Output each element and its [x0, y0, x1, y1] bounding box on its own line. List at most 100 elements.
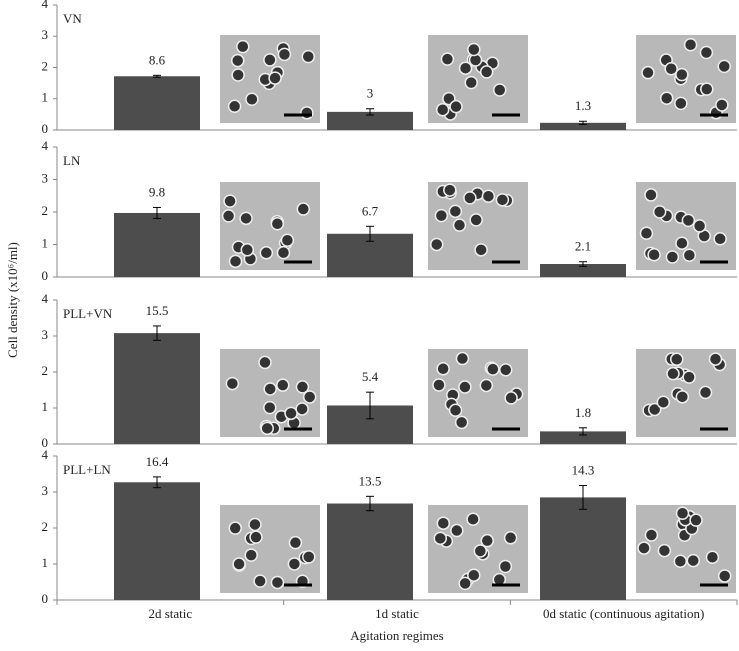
micrograph-cell	[443, 183, 457, 197]
micrograph-cell	[692, 219, 707, 233]
y-tick-label: 1	[42, 235, 49, 250]
micrograph-cell	[239, 211, 253, 226]
micrograph-cell	[458, 380, 472, 394]
micrograph-cell	[435, 102, 450, 117]
micrograph-cell	[270, 217, 285, 231]
y-tick-label: 2	[42, 519, 49, 534]
y-tick-label: 2	[42, 363, 49, 378]
micrograph-cell	[449, 99, 463, 114]
micrograph-cell	[495, 193, 510, 207]
annotation: 9.8	[149, 184, 165, 199]
micrograph-cell	[715, 98, 729, 112]
micrograph-cell	[639, 226, 654, 240]
micrograph-cell	[270, 575, 285, 590]
micrograph-cell	[436, 516, 451, 530]
micrograph-cell	[228, 521, 242, 535]
micrograph-cell	[682, 248, 697, 262]
micrograph-cell	[440, 52, 455, 66]
x-tick-label: 1d static	[375, 606, 419, 621]
panel-title: VN	[63, 11, 82, 26]
annotation: 1.3	[575, 98, 591, 113]
micrograph-cell	[276, 378, 290, 392]
micrograph-cell	[448, 403, 463, 418]
micrograph-cell	[657, 543, 672, 558]
micrograph-cell	[263, 53, 277, 67]
micrograph-cell	[647, 402, 662, 417]
bar	[114, 76, 200, 130]
micrograph-cell	[504, 391, 518, 405]
micrograph-cell	[664, 61, 678, 76]
micrograph-cell	[498, 559, 513, 574]
bar	[114, 212, 200, 277]
micrograph-cell	[647, 247, 661, 262]
micrograph-cell	[436, 361, 450, 376]
micrograph-cell	[228, 254, 243, 269]
micrograph-cell	[302, 390, 317, 404]
micrograph-cell	[448, 204, 463, 219]
bar	[540, 497, 626, 600]
micrograph-cell	[481, 189, 496, 203]
micrograph-cell	[288, 535, 303, 550]
annotation: 13.5	[359, 473, 382, 488]
micrograph-cell	[637, 541, 651, 555]
micrograph-cell	[432, 378, 446, 392]
micrograph-cell	[656, 395, 671, 409]
micrograph-cell	[230, 53, 245, 68]
micrograph-cell	[259, 246, 274, 260]
micrograph-cell	[670, 352, 684, 367]
micrograph-cell	[681, 213, 696, 228]
micrograph-cell	[467, 42, 481, 57]
micrograph-cell	[225, 376, 240, 391]
panel-title: PLL+VN	[63, 306, 113, 321]
micrograph-cell	[641, 65, 655, 80]
micrograph-cell	[486, 362, 500, 376]
micrograph-cell	[245, 92, 259, 107]
y-tick-label: 4	[42, 138, 49, 153]
micrograph-cell	[263, 382, 277, 396]
bar	[540, 264, 626, 277]
micrograph-cell	[300, 106, 314, 120]
micrograph-cell	[296, 202, 311, 216]
y-tick-label: 3	[42, 170, 49, 185]
micrograph-cell	[284, 406, 298, 421]
micrograph-cell	[258, 355, 272, 370]
micrograph-cell	[463, 191, 477, 205]
micrograph-cell	[474, 243, 488, 257]
micrograph-cell	[458, 576, 472, 591]
micrograph-cell	[480, 533, 495, 548]
micrograph-cell	[454, 415, 469, 430]
micrograph-cell	[236, 39, 250, 54]
annotation: 16.4	[146, 454, 169, 469]
micrograph-cell	[248, 517, 262, 532]
y-tick-label: 4	[42, 0, 49, 11]
micrograph-cell	[227, 99, 242, 114]
y-tick-label: 4	[42, 447, 49, 462]
micrograph-cell	[498, 363, 513, 377]
micrograph-cell	[644, 528, 659, 542]
micrograph-cell	[652, 205, 667, 219]
micrograph-cell	[700, 82, 714, 96]
micrograph-cell	[466, 512, 480, 526]
annotation: 8.6	[149, 52, 166, 67]
micrograph-cell	[268, 71, 282, 85]
micrograph-cell	[666, 366, 680, 381]
micrograph-cell	[276, 245, 291, 260]
micrograph-cell	[232, 557, 246, 571]
micrograph-cell	[263, 400, 277, 415]
micrograph-cell	[295, 402, 309, 416]
micrograph-cell	[675, 390, 690, 404]
y-tick-label: 3	[42, 327, 49, 342]
micrograph-cell	[699, 45, 714, 60]
bar	[114, 482, 200, 600]
annotation: 2.1	[575, 239, 591, 254]
annotation: 6.7	[362, 203, 379, 218]
y-tick-label: 3	[42, 27, 49, 42]
y-tick-label: 0	[42, 121, 49, 136]
annotation: 15.5	[146, 303, 169, 318]
micrograph-cell	[455, 351, 470, 366]
micrograph-cell	[479, 378, 494, 393]
bar	[327, 503, 413, 600]
micrograph-cell	[287, 557, 302, 571]
micrograph-cell	[705, 550, 720, 564]
